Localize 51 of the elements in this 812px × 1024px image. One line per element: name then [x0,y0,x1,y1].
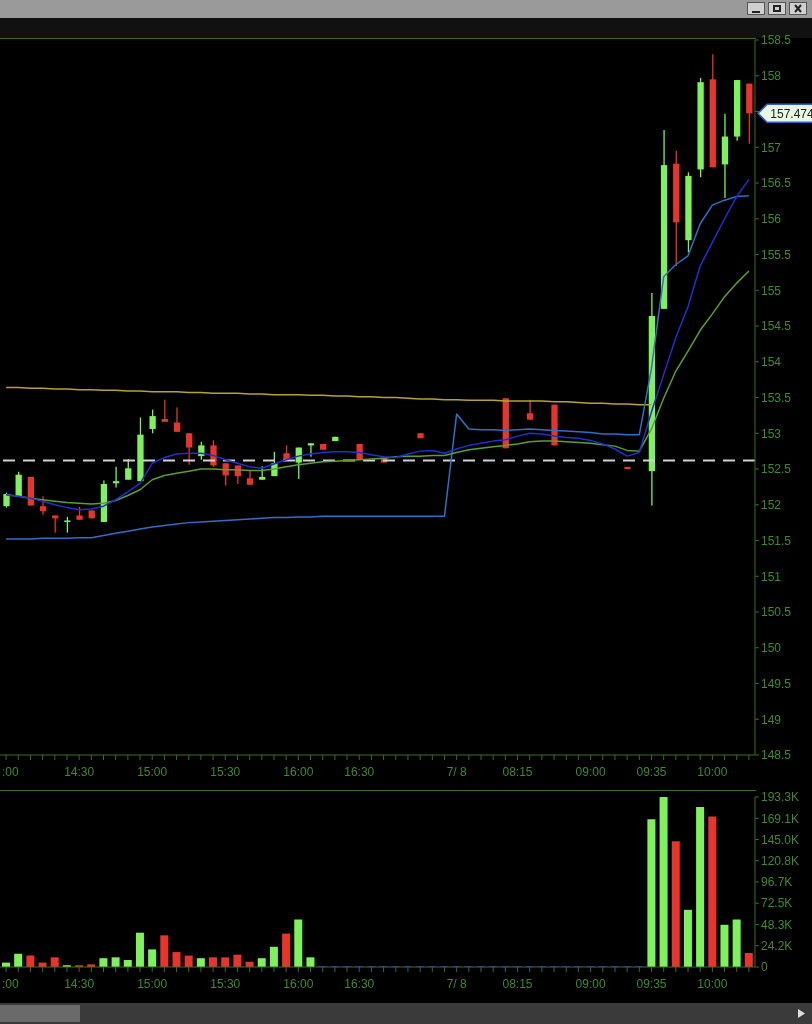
y-tick-label: 151 [761,569,782,584]
x-tick-label: 15:00 [137,765,168,779]
x-tick-label: 08:15 [502,765,533,779]
y-tick-label: 148.5 [761,748,792,763]
x-tick-label: 15:30 [210,977,241,991]
x-tick-label: 09:00 [575,765,606,779]
y-tick-label: 156.5 [761,176,792,191]
y-tick-label: 153.5 [761,390,792,405]
y-tick-label: 149.5 [761,676,792,691]
y-tick-label: 154.5 [761,319,792,334]
y-tick-label: 193.3K [761,790,800,805]
x-tick-label: 7/ 8 [446,977,467,991]
y-tick-label: 158 [761,69,782,84]
y-tick-label: 157 [761,140,782,155]
x-tick-label: :00 [2,977,20,991]
x-tick-label: 15:00 [137,977,168,991]
y-tick-label: 150 [761,641,782,656]
y-tick-label: 72.5K [761,896,793,911]
y-tick-label: 153 [761,426,782,441]
x-tick-label: 09:35 [636,765,667,779]
y-tick-label: 96.7K [761,875,793,890]
y-tick-label: 24.2K [761,938,793,953]
x-tick-label: 16:30 [344,765,375,779]
x-tick-label: 09:00 [575,977,606,991]
x-tick-label: 7/ 8 [446,765,467,779]
x-tick-label: 09:35 [636,977,667,991]
x-tick-label: 10:00 [697,765,728,779]
x-tick-label: 15:30 [210,765,241,779]
x-tick-label: :00 [2,765,20,779]
y-tick-label: 48.3K [761,917,793,932]
y-tick-label: 155.5 [761,247,792,262]
x-tick-label: 14:30 [64,977,95,991]
y-tick-label: 152.5 [761,462,792,477]
y-tick-label: 145.0K [761,832,800,847]
x-tick-label: 10:00 [697,977,728,991]
x-tick-label: 16:00 [283,765,314,779]
y-tick-label: 151.5 [761,533,792,548]
y-tick-label: 156 [761,212,782,227]
x-tick-label: 08:15 [502,977,533,991]
x-tick-label: 14:30 [64,765,95,779]
y-tick-label: 150.5 [761,605,792,620]
y-tick-label: 158.5 [761,33,792,48]
y-tick-label: 149 [761,712,782,727]
y-tick-label: 169.1K [761,811,800,826]
y-tick-label: 154 [761,355,782,370]
y-tick-label: 152 [761,498,782,513]
y-tick-label: 155 [761,283,782,298]
y-tick-label: 120.8K [761,854,800,869]
x-tick-label: 16:00 [283,977,314,991]
x-tick-label: 16:30 [344,977,375,991]
y-tick-label: 0 [761,960,768,975]
